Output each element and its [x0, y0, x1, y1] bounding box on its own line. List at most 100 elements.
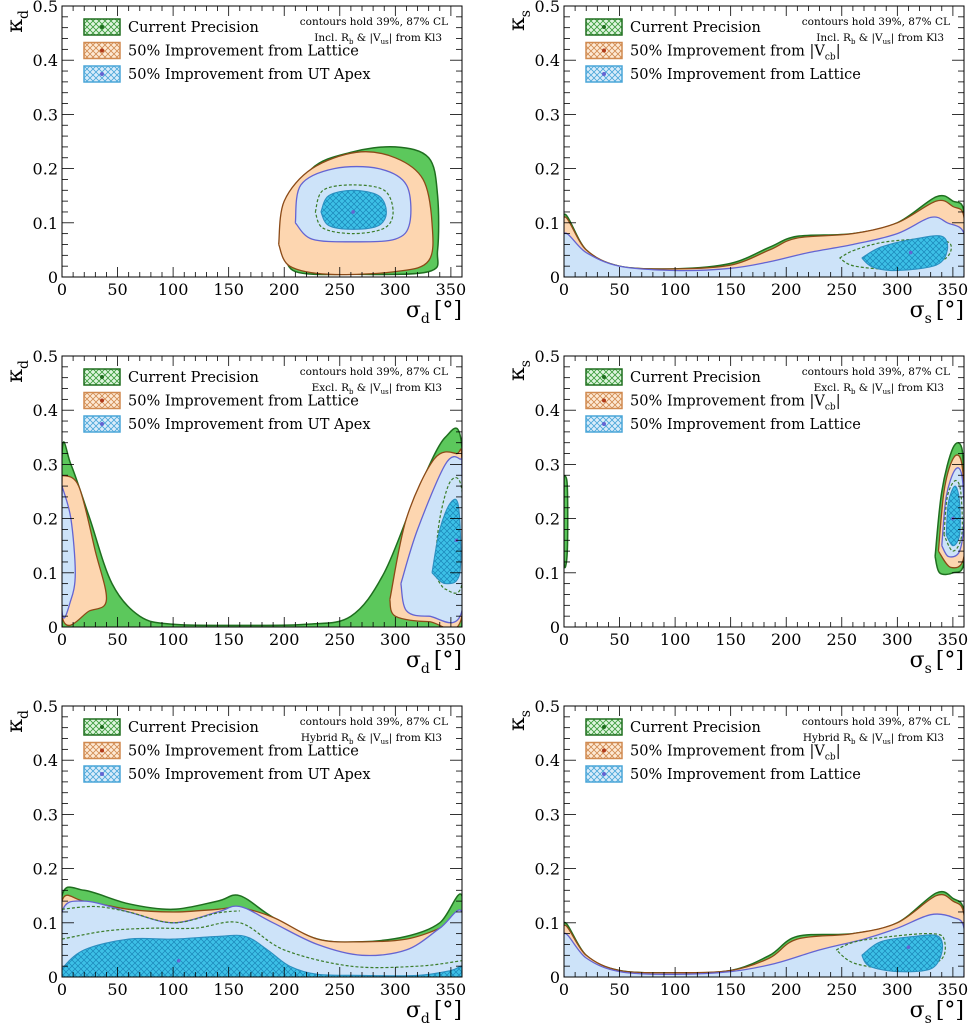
x-axis-title-unit: [°]	[936, 998, 964, 1023]
y-tick-label: 0	[550, 968, 560, 987]
chart-panel-3: 0 50 100 150 200 250 300 35000.10.20.30.40.5σd[…	[3, 347, 466, 677]
note-cl: contours hold 39%, 87% CL	[300, 716, 448, 728]
legend-label-part: Current Precision	[128, 20, 259, 36]
legend-label: 50% Improvement from UT Apex	[128, 767, 371, 783]
x-tick-label: 350	[938, 980, 969, 999]
y-tick-label: 0.3	[33, 805, 58, 824]
contour-dashed	[433, 476, 462, 594]
x-axis-title: σd [°]	[406, 298, 462, 327]
note-input-part: b	[349, 38, 354, 46]
x-tick-label: 300	[380, 280, 411, 299]
contour-dashed	[839, 238, 952, 270]
note-input-part: Incl. R	[816, 32, 852, 44]
y-axis-title-group: κd	[3, 10, 32, 33]
note-input-part: us	[883, 38, 892, 46]
x-tick-label: 200	[269, 980, 300, 999]
contour-improvement-2	[564, 216, 964, 277]
contour-inner-39cl	[861, 235, 949, 272]
note-cl: contours hold 39%, 87% CL	[300, 366, 448, 378]
legend-label-part: |	[836, 744, 841, 760]
x-tick-label: 50	[107, 630, 127, 649]
x-axis-title: σd [°]	[406, 648, 462, 677]
plot-area	[564, 194, 964, 277]
legend-label: 50% Improvement from UT Apex	[128, 67, 371, 83]
x-axis-title-main: σ	[910, 998, 925, 1023]
x-tick-label: 150	[213, 280, 244, 299]
legend-label-part: |	[836, 44, 841, 60]
y-tick-label: 0.1	[535, 914, 560, 933]
x-axis-title-main: σ	[406, 298, 421, 323]
x-tick-label: 50	[609, 980, 629, 999]
x-axis-title-unit: [°]	[434, 298, 462, 323]
legend-label-part: 50% Improvement from Lattice	[128, 394, 359, 410]
x-tick-label: 350	[436, 280, 467, 299]
x-tick-label: 250	[827, 630, 858, 649]
contour-inner-39cl	[62, 934, 462, 977]
chart-panel-1: 0 50 100 150 200 250 300 35000.10.20.30.40.5σd[…	[3, 0, 466, 327]
y-axis-title-sub: s	[518, 10, 534, 17]
legend-label-part: 50% Improvement from Lattice	[128, 744, 359, 760]
note-input: Incl. Rb & |Vus| from Kl3	[816, 32, 944, 46]
y-axis-title-group: κs	[505, 10, 534, 31]
y-axis-title-sub: d	[16, 360, 32, 369]
note-cl: contours hold 39%, 87% CL	[802, 16, 950, 28]
legend-label-part: Current Precision	[128, 370, 259, 386]
x-tick-label: 300	[882, 980, 913, 999]
y-tick-label: 0.2	[535, 510, 560, 529]
note-input: Excl. Rb & |Vus| from Kl3	[814, 382, 944, 396]
legend-label: 50% Improvement from |Vcb|	[630, 44, 841, 63]
plot-area	[564, 890, 964, 977]
y-tick-label: 0	[550, 268, 560, 287]
y-axis-title-main: κ	[3, 369, 28, 383]
legend-label-part: cb	[825, 53, 836, 63]
x-tick-label: 150	[213, 980, 244, 999]
legend-label-part: 50% Improvement from UT Apex	[128, 767, 371, 783]
legend-marker	[100, 398, 104, 403]
legend-label-part: 50% Improvement from Lattice	[630, 417, 861, 433]
x-axis-title-unit: [°]	[434, 648, 462, 673]
note-input-part: b	[851, 38, 856, 46]
x-tick-label: 0	[57, 980, 67, 999]
y-tick-label: 0	[48, 968, 58, 987]
legend-marker	[100, 25, 104, 29]
note-input-part: b	[851, 388, 856, 396]
legend-label: 50% Improvement from Lattice	[128, 744, 359, 760]
x-tick-label: 50	[107, 980, 127, 999]
x-tick-label: 300	[882, 280, 913, 299]
best-fit-marker	[351, 210, 355, 214]
x-tick-label: 50	[609, 630, 629, 649]
y-axis-title-sub: s	[518, 710, 534, 717]
contour-dashed	[62, 905, 240, 924]
plot-area	[62, 886, 462, 977]
x-tick-label: 100	[660, 980, 691, 999]
x-tick-label: 150	[213, 630, 244, 649]
y-tick-label: 0.5	[535, 347, 560, 366]
legend-label-part: cb	[825, 753, 836, 763]
legend-label: 50% Improvement from Lattice	[128, 394, 359, 410]
y-axis-title-group: κd	[3, 360, 32, 383]
note-input-part: us	[381, 38, 390, 46]
y-tick-label: 0.1	[535, 564, 560, 583]
best-fit-marker	[906, 945, 911, 949]
legend-label: 50% Improvement from |Vcb|	[630, 394, 841, 413]
x-axis-title-main: σ	[406, 648, 421, 673]
y-axis-title-main: κ	[505, 367, 530, 381]
contour-inner-39cl	[945, 485, 961, 547]
x-axis-title-unit: [°]	[434, 998, 462, 1023]
y-axis-title: κs	[505, 360, 534, 381]
x-tick-label: 100	[660, 280, 691, 299]
legend-label: 50% Improvement from Lattice	[630, 417, 861, 433]
legend-marker	[100, 772, 104, 776]
note-input-part: Excl. R	[814, 382, 853, 394]
chart-panel-4: 0 50 100 150 200 250 300 35000.10.20.30.40.5σs[…	[505, 347, 968, 677]
y-tick-label: 0	[48, 268, 58, 287]
x-tick-label: 0	[57, 280, 67, 299]
x-axis-title-sub: s	[925, 311, 932, 327]
y-tick-label: 0.5	[33, 697, 58, 716]
x-tick-label: 50	[107, 280, 127, 299]
note-input: Hybrid Rb & |Vus| from Kl3	[803, 732, 944, 746]
legend-label-part: 50% Improvement from |V	[630, 744, 825, 760]
chart-panel-2: 0 50 100 150 200 250 300 35000.10.20.30.40.5σs[…	[505, 0, 968, 327]
legend-marker	[602, 48, 606, 53]
